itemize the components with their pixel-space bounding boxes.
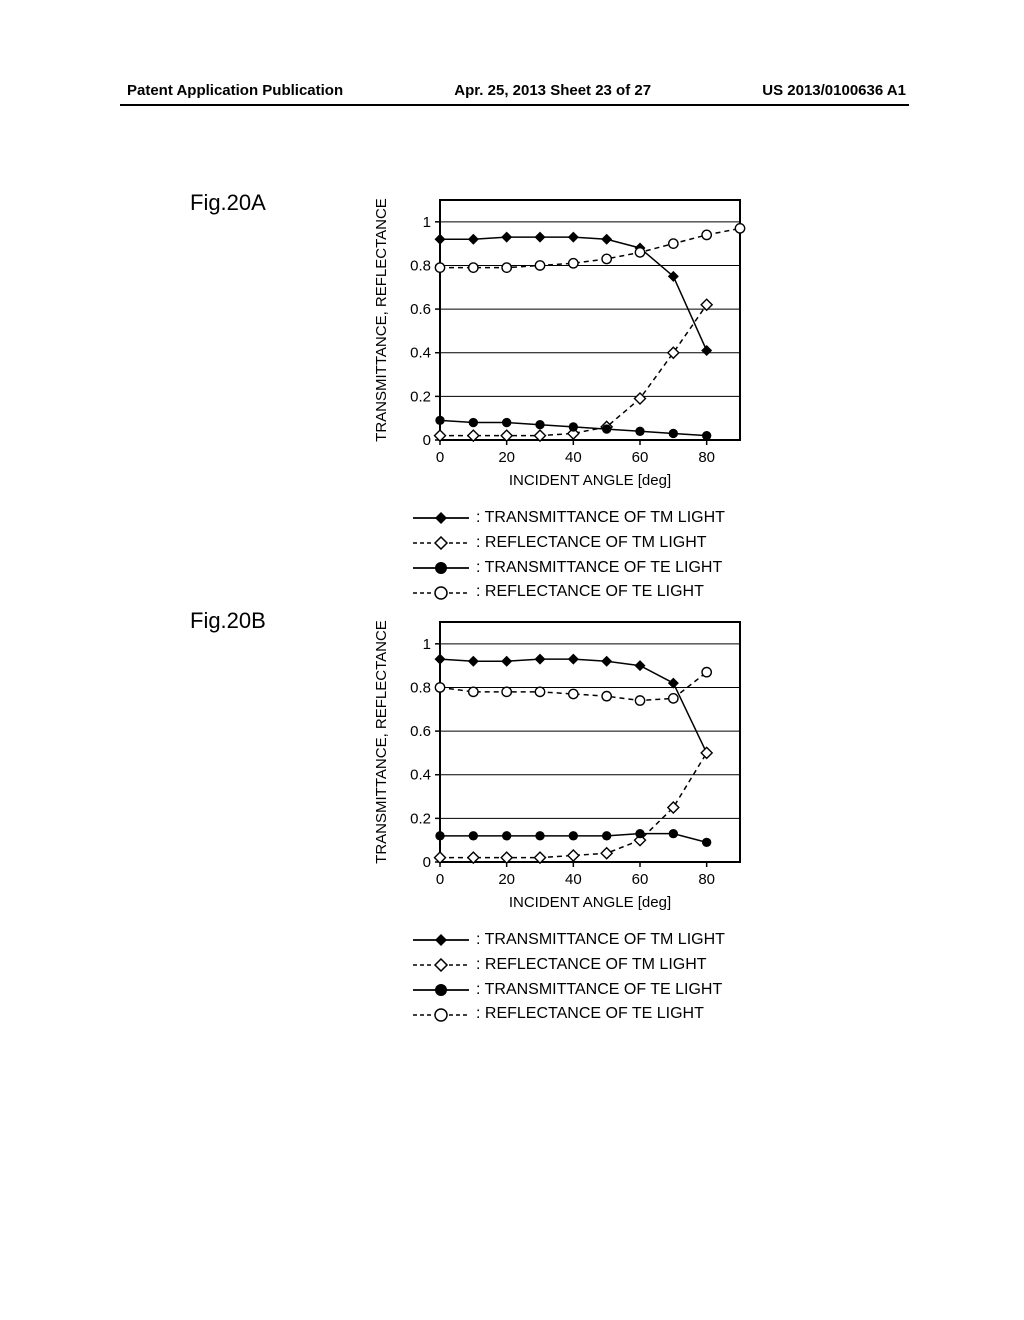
legend-label: : REFLECTANCE OF TE LIGHT <box>476 1002 704 1027</box>
legend-label: : TRANSMITTANCE OF TM LIGHT <box>476 506 725 531</box>
legend-label: : REFLECTANCE OF TM LIGHT <box>476 953 707 978</box>
legend-text: TRANSMITTANCE OF TE LIGHT <box>485 981 723 998</box>
svg-text:0: 0 <box>436 449 444 466</box>
svg-text:TRANSMITTANCE, REFLECTANCE: TRANSMITTANCE, REFLECTANCE <box>373 620 390 864</box>
marker-circle-filled-icon <box>406 561 476 575</box>
legend-row: : TRANSMITTANCE OF TM LIGHT <box>406 928 768 953</box>
header-rule <box>120 104 909 106</box>
svg-text:1: 1 <box>423 636 431 653</box>
svg-text:1: 1 <box>423 214 431 231</box>
svg-text:60: 60 <box>632 449 649 466</box>
legend-text: REFLECTANCE OF TM LIGHT <box>485 956 707 973</box>
legend-label: : TRANSMITTANCE OF TE LIGHT <box>476 556 722 581</box>
marker-circle-filled-icon <box>406 983 476 997</box>
svg-text:0.4: 0.4 <box>410 767 431 784</box>
svg-text:0.2: 0.2 <box>410 810 431 827</box>
page-header: Patent Application Publication Apr. 25, … <box>127 82 906 99</box>
svg-text:20: 20 <box>498 871 515 888</box>
svg-text:80: 80 <box>698 449 715 466</box>
legend-b: : TRANSMITTANCE OF TM LIGHT : REFLECTANC… <box>406 928 768 1027</box>
legend-label: : TRANSMITTANCE OF TM LIGHT <box>476 928 725 953</box>
svg-text:0.2: 0.2 <box>410 388 431 405</box>
svg-text:0.8: 0.8 <box>410 679 431 696</box>
legend-text: REFLECTANCE OF TE LIGHT <box>485 1005 704 1022</box>
legend-label: : REFLECTANCE OF TM LIGHT <box>476 531 707 556</box>
svg-text:0.6: 0.6 <box>410 301 431 318</box>
marker-diamond-filled-icon <box>406 933 476 947</box>
legend-row: : REFLECTANCE OF TM LIGHT <box>406 953 768 978</box>
svg-text:INCIDENT ANGLE [deg]: INCIDENT ANGLE [deg] <box>509 894 671 911</box>
legend-row: : REFLECTANCE OF TM LIGHT <box>406 531 768 556</box>
svg-text:0: 0 <box>436 871 444 888</box>
marker-diamond-open-icon <box>406 536 476 550</box>
svg-text:60: 60 <box>632 871 649 888</box>
svg-text:0: 0 <box>423 432 431 449</box>
page: Patent Application Publication Apr. 25, … <box>0 0 1024 1320</box>
legend-row: : TRANSMITTANCE OF TM LIGHT <box>406 506 768 531</box>
legend-row: : TRANSMITTANCE OF TE LIGHT <box>406 978 768 1003</box>
marker-circle-open-icon <box>406 1008 476 1022</box>
legend-a: : TRANSMITTANCE OF TM LIGHT : REFLECTANC… <box>406 506 768 605</box>
legend-label: : TRANSMITTANCE OF TE LIGHT <box>476 978 722 1003</box>
legend-row: : TRANSMITTANCE OF TE LIGHT <box>406 556 768 581</box>
svg-text:0.6: 0.6 <box>410 723 431 740</box>
legend-text: REFLECTANCE OF TM LIGHT <box>485 534 707 551</box>
svg-text:40: 40 <box>565 449 582 466</box>
svg-text:TRANSMITTANCE, REFLECTANCE: TRANSMITTANCE, REFLECTANCE <box>373 198 390 442</box>
marker-diamond-open-icon <box>406 958 476 972</box>
figure-label-a: Fig.20A <box>190 190 266 216</box>
chart-a-block: 0 0.2 0.4 0.6 0.8 1 0 20 40 60 80 INCIDENT ANGLE [d… <box>368 170 768 605</box>
legend-row: : REFLECTANCE OF TE LIGHT <box>406 1002 768 1027</box>
chart-a: 0 0.2 0.4 0.6 0.8 1 0 20 40 60 80 INCIDENT ANGLE [d… <box>368 170 768 500</box>
chart-b-block: 0 0.2 0.4 0.6 0.8 1 0 20 40 60 80 INCIDENT ANGLE [d… <box>368 592 768 1027</box>
svg-text:0.8: 0.8 <box>410 257 431 274</box>
marker-diamond-filled-icon <box>406 511 476 525</box>
chart-b: 0 0.2 0.4 0.6 0.8 1 0 20 40 60 80 INCIDENT ANGLE [d… <box>368 592 768 922</box>
header-center: Apr. 25, 2013 Sheet 23 of 27 <box>454 82 651 99</box>
legend-text: TRANSMITTANCE OF TE LIGHT <box>485 559 723 576</box>
legend-text: TRANSMITTANCE OF TM LIGHT <box>485 931 725 948</box>
svg-text:INCIDENT ANGLE [deg]: INCIDENT ANGLE [deg] <box>509 472 671 489</box>
header-right: US 2013/0100636 A1 <box>762 82 906 99</box>
figure-label-b: Fig.20B <box>190 608 266 634</box>
svg-text:0.4: 0.4 <box>410 345 431 362</box>
svg-text:0: 0 <box>423 854 431 871</box>
svg-text:80: 80 <box>698 871 715 888</box>
header-left: Patent Application Publication <box>127 82 343 99</box>
svg-text:20: 20 <box>498 449 515 466</box>
svg-text:40: 40 <box>565 871 582 888</box>
legend-text: TRANSMITTANCE OF TM LIGHT <box>485 509 725 526</box>
